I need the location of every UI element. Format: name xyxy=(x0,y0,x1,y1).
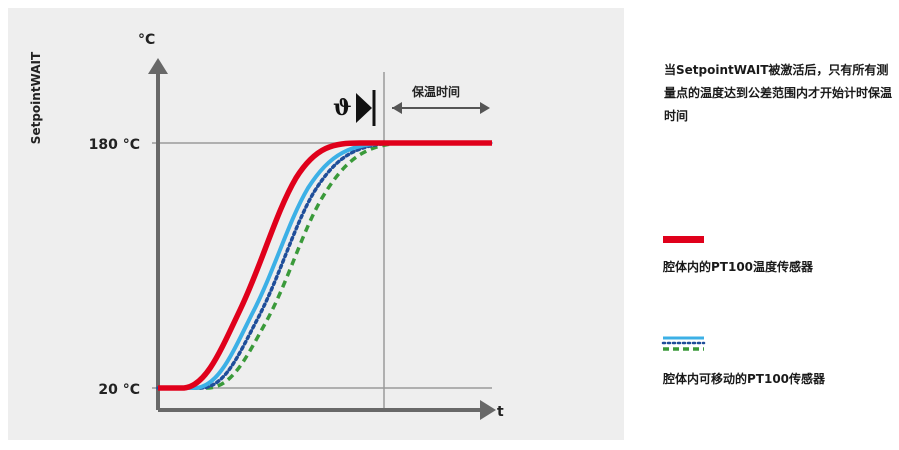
x-axis-arrow xyxy=(480,400,496,420)
series-navy-dotted xyxy=(156,141,494,390)
interval-arrow-right xyxy=(480,102,490,114)
description-note: 当SetpointWAIT被激活后，只有所有测量点的温度达到公差范围内才开始计时… xyxy=(664,63,893,123)
setpoint-wait-label: SetpointWAIT xyxy=(29,51,43,144)
theta-symbol: ϑ xyxy=(333,95,352,121)
series-blue xyxy=(158,141,492,390)
diagram-panel xyxy=(8,8,624,440)
y-tick-20: 20 °C xyxy=(98,382,140,398)
legend-label-mobile-sensor: 腔体内可移动的PT100传感器 xyxy=(663,372,826,386)
interval-arrow-left xyxy=(392,102,402,114)
legend-swatch-multi xyxy=(661,336,706,351)
series-red xyxy=(158,140,492,391)
x-axis-label: t xyxy=(497,404,504,420)
threshold-triangle xyxy=(356,93,372,123)
series-green-dashed xyxy=(158,141,492,390)
legend-label-fixed-sensor: 腔体内的PT100温度传感器 xyxy=(663,260,814,274)
legend-swatch-red xyxy=(663,236,704,243)
y-axis-unit: °C xyxy=(138,32,155,48)
interval-label: 保温时间 xyxy=(411,84,460,99)
y-axis-arrow xyxy=(148,58,168,74)
y-tick-180: 180 °C xyxy=(89,137,140,153)
